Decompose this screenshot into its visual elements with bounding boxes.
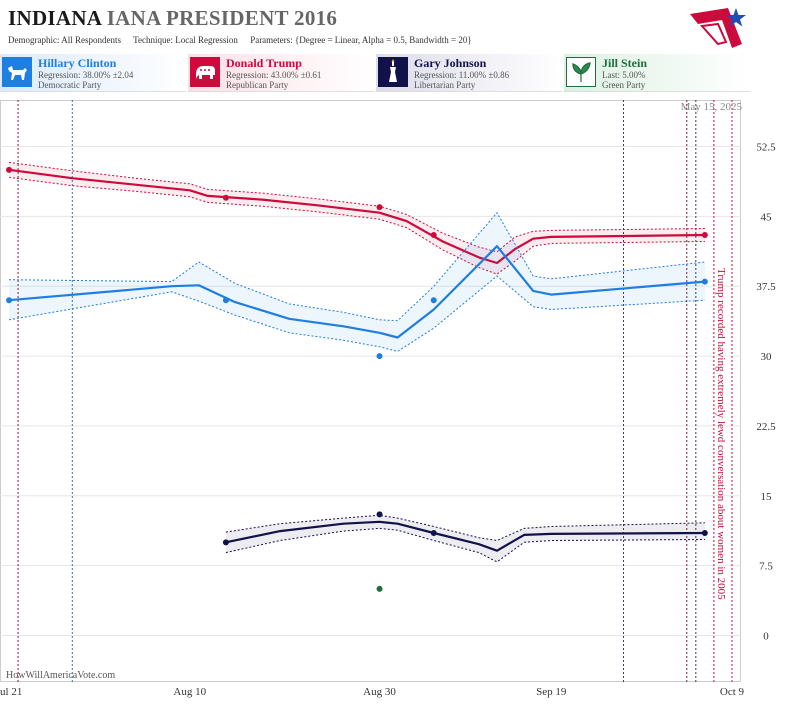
gary-johnson-poll-point bbox=[430, 530, 437, 537]
y-tick-label: 45 bbox=[761, 211, 773, 223]
event-annotation: Trump recorded having extremely lewd con… bbox=[715, 268, 727, 600]
candidate-party: Democratic Party bbox=[38, 80, 102, 90]
donald-trump-poll-point bbox=[6, 166, 13, 173]
hillary-clinton-poll-point bbox=[376, 353, 383, 360]
candidate-regression: Regression: 43.00% ±0.61 bbox=[226, 70, 322, 80]
gary-johnson-poll-point bbox=[376, 511, 383, 518]
y-tick-label: 15 bbox=[761, 491, 773, 503]
candidate-name: Jill Stein bbox=[602, 56, 648, 70]
candidate-regression: Regression: 11.00% ±0.86 bbox=[414, 70, 510, 80]
demographic-value: All Respondents bbox=[61, 35, 121, 45]
candidate-card-johnson[interactable]: Gary Johnson Regression: 11.00% ±0.86 Li… bbox=[376, 54, 562, 92]
gary-johnson-lower-bound bbox=[225, 527, 705, 563]
parameters-label: Parameters: bbox=[250, 35, 293, 45]
candidate-card-stein[interactable]: Jill Stein Last: 5.00% Green Party bbox=[564, 54, 750, 92]
y-tick-label: 7.5 bbox=[759, 561, 773, 573]
x-tick-label: Jul 21 bbox=[0, 686, 22, 698]
donald-trump-poll-point bbox=[701, 232, 708, 239]
gary-johnson-poll-point bbox=[222, 539, 229, 546]
y-tick-label: 30 bbox=[761, 351, 773, 363]
gary-johnson-upper-bound bbox=[225, 514, 705, 542]
hillary-clinton-poll-point bbox=[222, 297, 229, 304]
candidate-name: Hillary Clinton bbox=[38, 56, 117, 70]
x-tick-label: Aug 10 bbox=[173, 686, 206, 698]
candidate-party: Libertarian Party bbox=[414, 80, 476, 90]
hillary-clinton-poll-point bbox=[701, 278, 708, 285]
donkey-icon bbox=[2, 57, 32, 87]
candidate-party: Republican Party bbox=[226, 80, 289, 90]
parameters-line: Demographic: All Respondents Technique: … bbox=[8, 35, 472, 45]
candidate-name: Donald Trump bbox=[226, 56, 302, 70]
hillary-clinton-upper-bound bbox=[8, 211, 705, 322]
flag-star-logo-icon bbox=[690, 8, 746, 48]
hillary-clinton-lower-bound bbox=[8, 275, 705, 352]
gary-johnson-poll-point bbox=[701, 530, 708, 537]
donald-trump-poll-point bbox=[376, 204, 383, 211]
plot-area bbox=[0, 100, 741, 682]
donald-trump-upper-bound bbox=[8, 161, 705, 253]
y-tick-label: 0 bbox=[763, 630, 769, 642]
liberty-torch-icon bbox=[378, 57, 408, 87]
x-tick-label: Oct 9 bbox=[720, 686, 745, 698]
y-tick-label: 37.5 bbox=[756, 281, 776, 293]
parameters-value: {Degree = Linear, Alpha = 0.5, Bandwidth… bbox=[294, 35, 472, 45]
candidate-card-clinton[interactable]: Hillary Clinton Regression: 38.00% ±2.04… bbox=[0, 54, 186, 92]
technique-label: Technique: bbox=[133, 35, 173, 45]
donald-trump-poll-point bbox=[222, 194, 229, 201]
elephant-icon bbox=[190, 57, 220, 87]
title-rest: IANA PRESIDENT 2016 bbox=[106, 6, 338, 30]
hillary-clinton-poll-point bbox=[6, 297, 13, 304]
demographic-label: Demographic: bbox=[8, 35, 60, 45]
donald-trump-poll-point bbox=[430, 232, 437, 239]
y-tick-label: 22.5 bbox=[756, 421, 776, 433]
page-title: INDIANA IANA PRESIDENT 2016 bbox=[8, 6, 337, 31]
y-tick-label: 52.5 bbox=[756, 142, 776, 154]
candidate-party: Green Party bbox=[602, 80, 646, 90]
gary-johnson-band bbox=[225, 515, 705, 562]
hillary-clinton-band bbox=[9, 212, 705, 352]
candidate-card-trump[interactable]: Donald Trump Regression: 43.00% ±0.61 Re… bbox=[188, 54, 374, 92]
candidate-regression: Regression: 38.00% ±2.04 bbox=[38, 70, 134, 80]
x-tick-label: Aug 30 bbox=[363, 686, 396, 698]
candidate-last-value: Last: 5.00% bbox=[602, 70, 646, 80]
technique-value: Local Regression bbox=[175, 35, 238, 45]
date-label: May 15, 2025 bbox=[681, 101, 743, 113]
title-state: INDIANA bbox=[8, 6, 102, 30]
x-tick-label: Sep 19 bbox=[536, 686, 567, 698]
candidate-name: Gary Johnson bbox=[414, 56, 487, 70]
leaf-icon bbox=[566, 57, 596, 87]
donald-trump-trend-line bbox=[8, 168, 705, 265]
poll-chart: 0 7.5 15 22.5 30 37.5 45 52.5 Jul 21 Aug 10 Aug 30… bbox=[0, 100, 776, 698]
donald-trump-lower-bound bbox=[8, 176, 705, 275]
hillary-clinton-poll-point bbox=[430, 297, 437, 304]
jill-stein-poll-point bbox=[376, 585, 383, 592]
chart-header: INDIANA IANA PRESIDENT 2016 Demographic:… bbox=[0, 0, 789, 94]
watermark: HowWillAmericaVote.com bbox=[6, 670, 115, 681]
hillary-clinton-trend-line bbox=[8, 245, 705, 339]
